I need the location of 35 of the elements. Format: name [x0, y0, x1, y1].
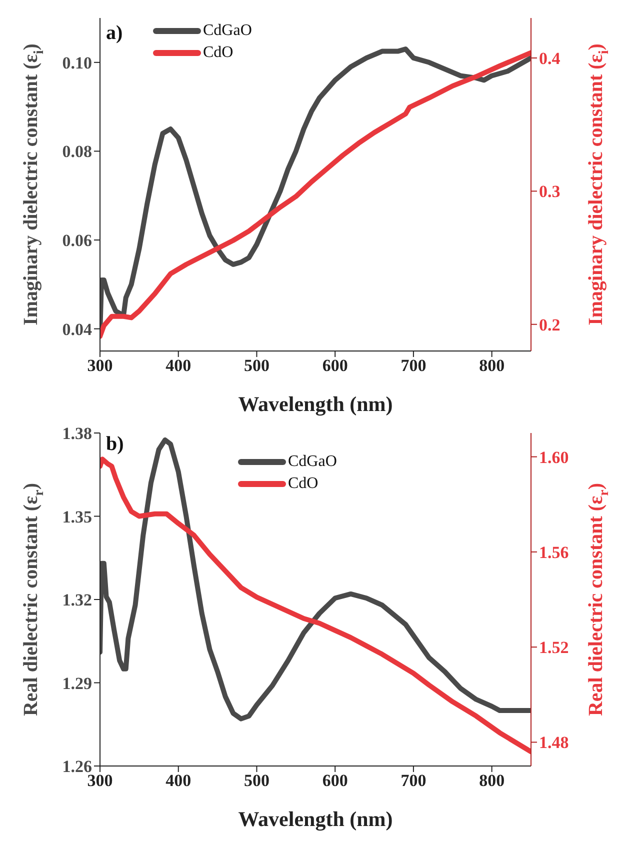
annotation: b)	[106, 433, 124, 456]
x-tick-label: 400	[166, 356, 192, 376]
x-tick-label: 800	[479, 356, 505, 376]
y-tick-label: 0.10	[62, 53, 92, 72]
x-tick-label: 800	[479, 771, 505, 790]
y-tick-label: 1.38	[62, 424, 92, 444]
y2-tick-label: 0.4	[539, 48, 561, 68]
y2-tick-label: 0.2	[539, 315, 560, 334]
legend-label: CdO	[203, 43, 234, 63]
y-tick-label: 1.29	[62, 674, 92, 693]
y-tick-label: 1.35	[62, 507, 92, 526]
y2-tick-label: 1.48	[539, 733, 569, 752]
legend-label: CdO	[288, 474, 318, 494]
x-axis-title: Wavelength (nm)	[238, 807, 393, 831]
y-tick-label: 1.32	[62, 590, 92, 610]
legend-label: CdGaO	[203, 21, 252, 41]
y2-tick-label: 0.3	[539, 182, 560, 202]
x-tick-label: 700	[400, 771, 426, 790]
x-tick-label: 600	[322, 771, 348, 790]
y2-tick-label: 1.52	[539, 638, 569, 658]
x-axis-title: Wavelength (nm)	[238, 392, 393, 416]
x-tick-label: 300	[87, 356, 113, 376]
x-tick-label: 400	[166, 771, 192, 790]
y-tick-label: 0.06	[62, 231, 92, 250]
x-tick-label: 600	[322, 356, 348, 376]
y2-tick-label: 1.60	[539, 448, 569, 467]
x-tick-label: 500	[244, 771, 270, 790]
x-tick-label: 500	[244, 356, 270, 376]
annotation: a)	[106, 22, 123, 45]
y-tick-label: 0.04	[62, 320, 92, 339]
x-tick-label: 700	[400, 356, 426, 376]
y-tick-label: 0.08	[62, 142, 92, 162]
y2-tick-label: 1.56	[539, 542, 569, 562]
x-tick-label: 300	[87, 771, 113, 790]
legend-label: CdGaO	[288, 452, 337, 472]
